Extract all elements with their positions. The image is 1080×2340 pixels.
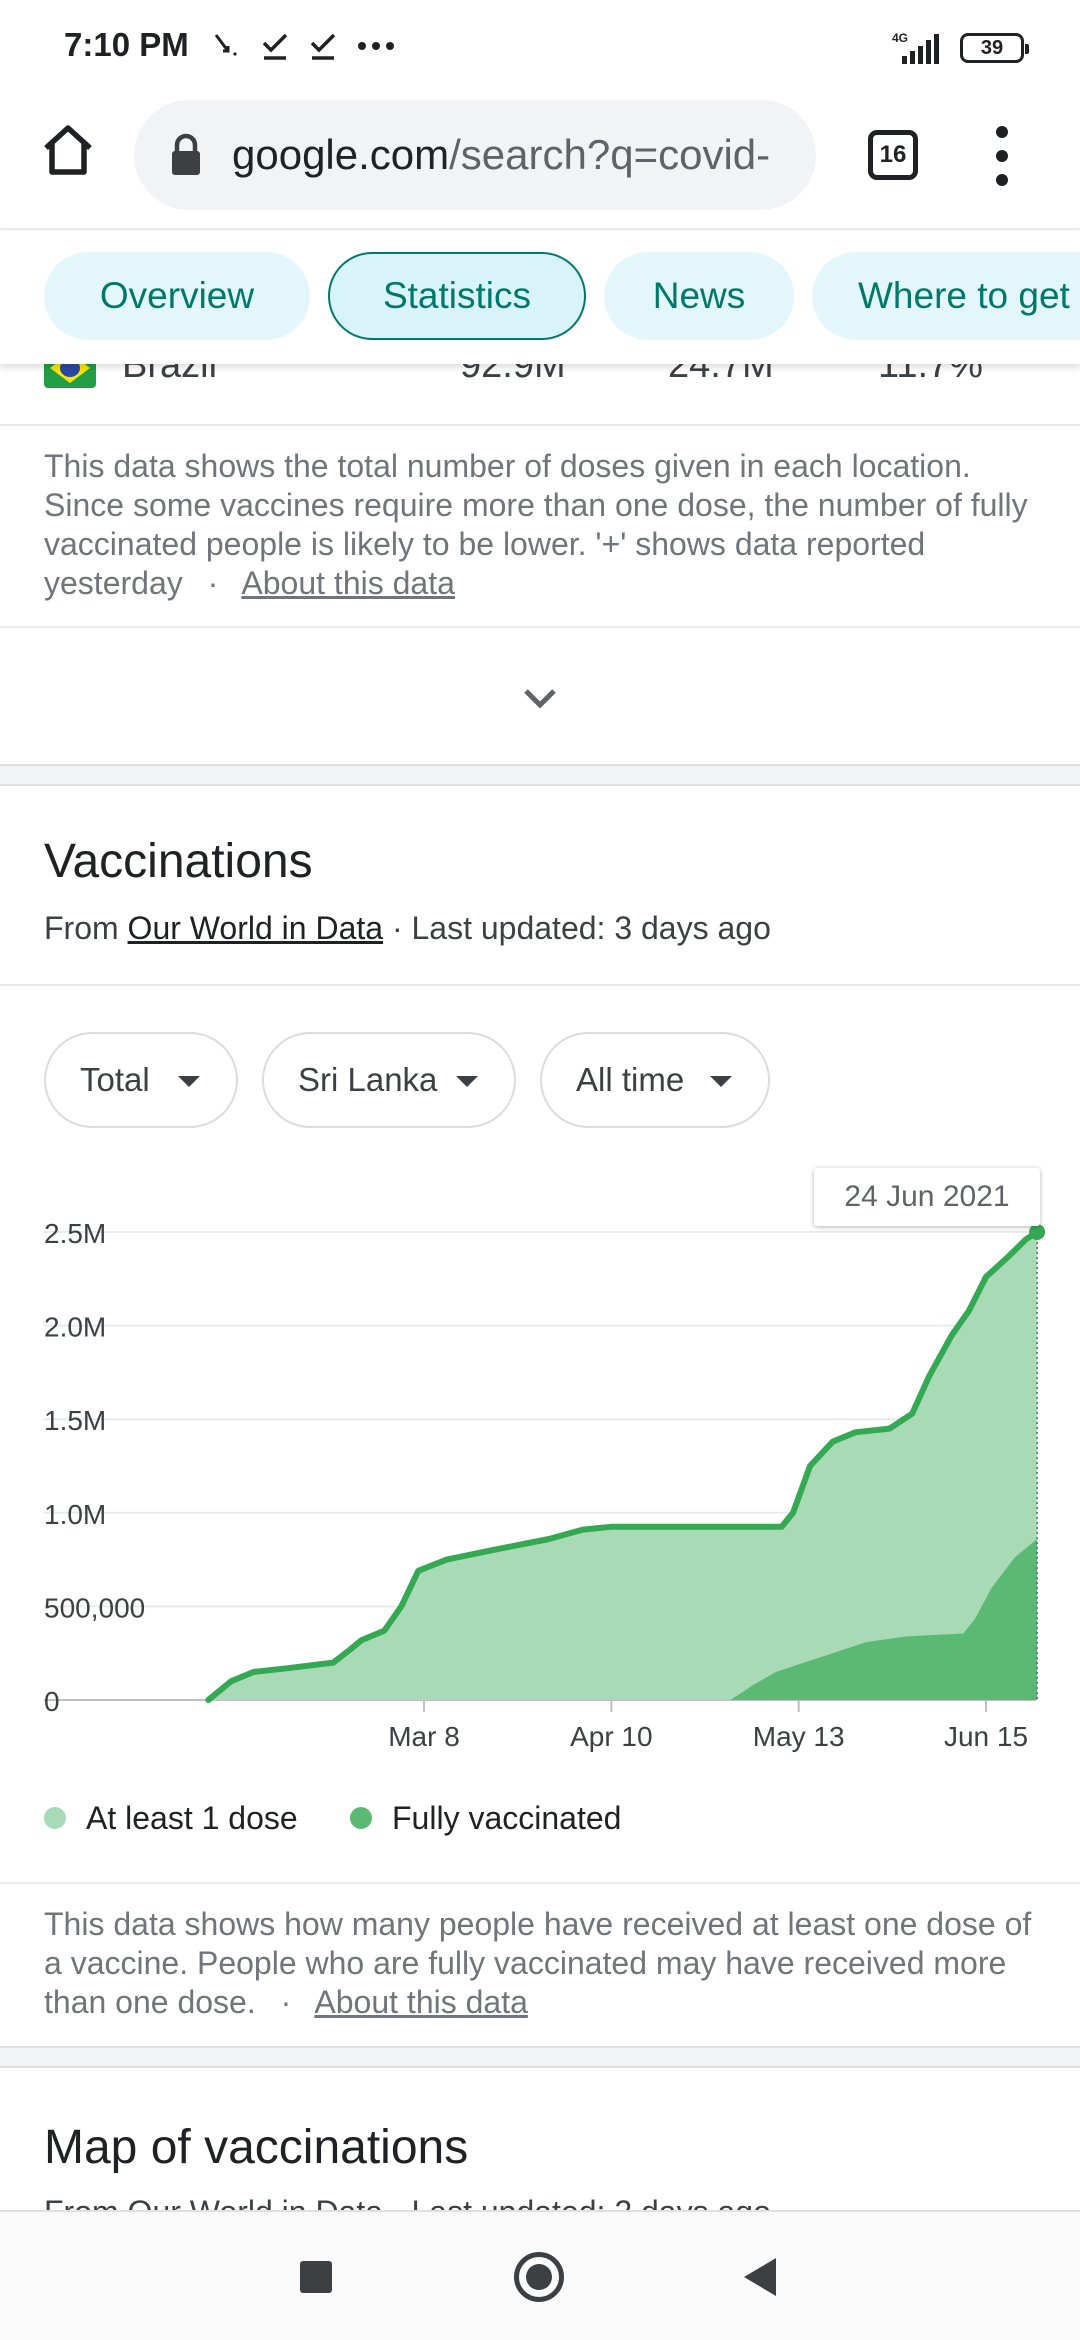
chart-tooltip: 24 Jun 2021 xyxy=(814,1168,1040,1226)
series-line-at-least-one-dose xyxy=(205,1229,1041,1703)
dropdown-caret-icon xyxy=(178,1076,200,1087)
tab-where-to-get[interactable]: Where to get xyxy=(812,252,1080,340)
system-nav-bar xyxy=(0,2210,1080,2340)
tab-news[interactable]: News xyxy=(604,252,794,340)
divider xyxy=(0,984,1080,986)
system-icons: 4G 39 xyxy=(888,28,1029,68)
vaccinations-chart[interactable]: 2.5M 2.0M 1.5M 1.0M 500,000 0 Mar 8 Apr 10 May 1… xyxy=(0,1160,1080,1760)
map-section: Map of vaccinations From Our World in Da… xyxy=(0,2120,1080,2212)
status-time: 7:10 PM xyxy=(64,26,189,63)
legend-swatch xyxy=(44,1807,66,1829)
legend-item-at-least-one-dose: At least 1 dose xyxy=(44,1796,298,1840)
doses-note-text: This data shows the total number of dose… xyxy=(44,448,1028,601)
map-title: Map of vaccinations xyxy=(44,2121,469,2174)
signal-icon: 4G xyxy=(892,31,939,64)
network-type-label: 4G xyxy=(892,31,908,45)
more-dots-icon xyxy=(358,42,394,50)
tab-statistics[interactable]: Statistics xyxy=(328,252,586,340)
battery-icon: 39 xyxy=(960,33,1029,63)
metric-dropdown-value: Total xyxy=(80,1061,150,1098)
doses-value: 92.9M xyxy=(460,364,566,386)
browser-toolbar: google.com/search?q=covid- 16 xyxy=(0,92,1080,230)
our-world-in-data-link[interactable]: Our World in Data xyxy=(127,910,384,946)
chevron-down-icon xyxy=(524,689,556,709)
dropdown-caret-icon xyxy=(456,1076,478,1087)
time-range-dropdown[interactable]: All time xyxy=(540,1032,770,1128)
about-this-data-link[interactable]: About this data xyxy=(314,1984,528,2020)
notification-icons xyxy=(212,24,396,68)
tab-switcher-button[interactable]: 16 xyxy=(868,130,918,180)
tab-count: 16 xyxy=(879,141,907,168)
x-tick-label: Apr 10 xyxy=(570,1721,653,1752)
dropdown-caret-icon xyxy=(710,1076,732,1087)
last-updated: · Last updated: 3 days ago xyxy=(391,910,771,946)
expand-table-button[interactable] xyxy=(516,680,564,716)
home-icon xyxy=(44,125,92,175)
x-tick-label: Jun 15 xyxy=(944,1721,1028,1752)
status-bar: 7:10 PM 4G 39 xyxy=(0,0,1080,92)
home-button[interactable] xyxy=(36,118,100,182)
tab-overview[interactable]: Overview xyxy=(44,252,310,340)
vaccinations-note-text: This data shows how many people have rec… xyxy=(44,1906,1032,2020)
time-range-dropdown-value: All time xyxy=(576,1061,685,1098)
back-button[interactable] xyxy=(744,2258,776,2296)
doses-note: This data shows the total number of dose… xyxy=(44,447,1044,603)
metric-dropdown[interactable]: Total xyxy=(44,1032,238,1128)
note-separator: · xyxy=(280,1984,292,2020)
y-tick-label: 2.0M xyxy=(44,1312,106,1343)
legend-label: At least 1 dose xyxy=(86,1799,298,1836)
url-host: google.com xyxy=(232,131,450,178)
percent-value: 11.7% xyxy=(878,364,983,386)
recents-button[interactable] xyxy=(300,2261,332,2293)
location-dropdown[interactable]: Sri Lanka xyxy=(262,1032,516,1128)
y-tick-label: 1.0M xyxy=(44,1499,106,1530)
url-text: google.com/search?q=covid- xyxy=(232,131,770,179)
y-tick-label: 0 xyxy=(44,1686,60,1717)
vaccinations-source: From Our World in Data · Last updated: 3… xyxy=(44,910,771,947)
address-bar[interactable]: google.com/search?q=covid- xyxy=(134,100,816,210)
brazil-flag-icon xyxy=(44,364,96,388)
note-separator: · xyxy=(207,565,219,601)
x-tick-label: May 13 xyxy=(753,1721,845,1752)
x-tick-label: Mar 8 xyxy=(388,1721,460,1752)
legend-swatch xyxy=(350,1807,372,1829)
url-path: /search?q=covid- xyxy=(449,131,771,178)
divider xyxy=(0,1882,1080,1884)
download-done-icon xyxy=(310,33,336,60)
y-tick-label: 1.5M xyxy=(44,1405,106,1436)
table-row: Brazil 92.9M 24.7M 11.7% xyxy=(0,364,1080,426)
section-separator xyxy=(0,764,1080,786)
vaccinations-note: This data shows how many people have rec… xyxy=(44,1905,1044,2022)
download-done-icon xyxy=(262,33,288,60)
fully-vaccinated-value: 24.7M xyxy=(668,364,774,386)
missed-call-icon xyxy=(214,34,238,57)
about-this-data-link[interactable]: About this data xyxy=(241,565,455,601)
divider xyxy=(0,626,1080,628)
y-tick-label: 500,000 xyxy=(44,1592,145,1623)
battery-level: 39 xyxy=(980,36,1004,59)
y-tick-label: 2.5M xyxy=(44,1218,106,1249)
country-name: Brazil xyxy=(122,364,218,386)
source-prefix: From xyxy=(44,910,119,946)
lock-icon xyxy=(170,133,202,177)
vaccinations-title: Vaccinations xyxy=(44,835,313,888)
search-tabs-bar: Overview Statistics News Where to get xyxy=(0,232,1080,364)
location-dropdown-value: Sri Lanka xyxy=(298,1061,438,1098)
overflow-menu-button[interactable] xyxy=(990,126,1014,186)
series-area-at-least-one-dose xyxy=(208,1232,1038,1700)
legend-label: Fully vaccinated xyxy=(392,1799,622,1836)
series-area-fully-vaccinated xyxy=(730,1539,1038,1700)
section-separator xyxy=(0,2046,1080,2068)
hover-point xyxy=(1029,1224,1046,1240)
map-source: From Our World in Data · Last updated: 2… xyxy=(44,2194,771,2212)
legend-item-fully-vaccinated: Fully vaccinated xyxy=(350,1796,621,1840)
home-nav-button[interactable] xyxy=(514,2252,564,2302)
